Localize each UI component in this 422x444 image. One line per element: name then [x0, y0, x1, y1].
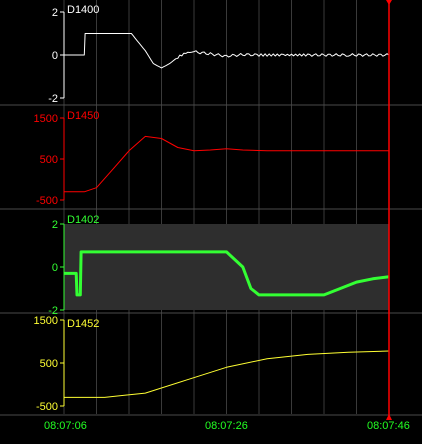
time-cursor-top-marker[interactable] [386, 0, 392, 5]
y-tick-label-bottom: -500 [36, 195, 58, 207]
series-line-d1452 [64, 350, 390, 398]
time-axis-label-end: 08:07:46 [367, 420, 410, 432]
y-tick-label-top: 1500 [34, 113, 58, 125]
time-axis-label-start: 08:07:06 [44, 420, 87, 432]
series-line-d1402 [64, 250, 390, 297]
y-tick-label-mid: 500 [40, 358, 58, 370]
channel-name-label: D1400 [67, 4, 99, 16]
y-tick-label-mid: 500 [40, 154, 58, 166]
y-tick-label-top: 2 [52, 219, 58, 231]
channel-name-label: D1452 [67, 318, 99, 330]
y-tick-label-bottom: -2 [48, 305, 58, 317]
y-tick-label-top: 1500 [34, 315, 58, 327]
active-panel-band [64, 224, 389, 310]
y-tick-label-mid: 0 [52, 262, 58, 274]
y-tick-label-bottom: -2 [48, 93, 58, 105]
channel-name-label: D1450 [67, 110, 99, 122]
series-line-d1400 [64, 33, 390, 69]
series-line-d1450 [64, 135, 389, 193]
channel-name-label: D1402 [67, 214, 99, 226]
time-axis-label-mid: 08:07:26 [205, 420, 248, 432]
y-tick-label-top: 2 [52, 7, 58, 19]
y-tick-label-mid: 0 [52, 50, 58, 62]
time-cursor-bottom-marker[interactable] [386, 414, 392, 420]
y-tick-label-bottom: -500 [36, 401, 58, 413]
